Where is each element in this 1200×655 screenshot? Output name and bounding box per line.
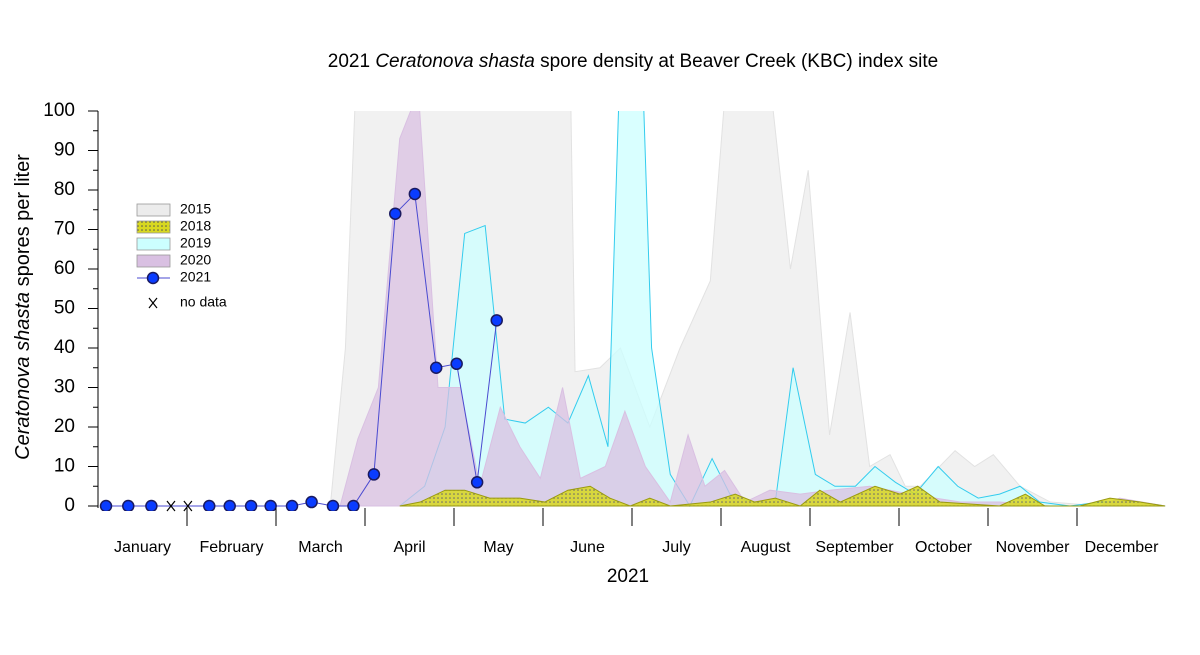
data-point (122, 499, 135, 511)
data-point (326, 499, 340, 511)
legend-label: 2021 (180, 269, 211, 285)
data-point (470, 476, 484, 489)
x-tick-label: November (996, 539, 1070, 556)
no-data-marker (183, 500, 193, 512)
no-data-marker (166, 500, 176, 512)
legend-label: 2015 (180, 201, 211, 217)
data-point (99, 499, 113, 511)
x-tick-label: December (1085, 539, 1159, 556)
legend-swatch (136, 203, 171, 217)
data-point (450, 357, 463, 371)
legend-label: 2018 (180, 218, 211, 234)
y-axis-label: Ceratonova shasta spores per liter (12, 154, 34, 460)
data-point (367, 468, 381, 481)
y-tick-label: 0 (64, 495, 75, 516)
x-tick-label: February (199, 539, 263, 556)
x-stroke (166, 500, 176, 512)
legend-label: 2019 (180, 235, 211, 251)
data-point (490, 314, 503, 327)
x-tick-label: June (570, 539, 605, 556)
data-point (347, 499, 360, 511)
y-tick-label: 40 (54, 337, 75, 358)
data-point (203, 499, 216, 511)
x-tick-label: March (298, 539, 342, 556)
y-tick-label: 10 (54, 456, 75, 477)
legend-label: 2020 (180, 252, 211, 268)
y-tick-label: 60 (54, 258, 75, 279)
x-tick-label: July (662, 539, 690, 556)
area-series (399, 485, 1166, 507)
x-tick-label: October (915, 539, 973, 556)
chart-title: 2021 Ceratonova shasta spore density at … (328, 51, 938, 72)
x-tick-label: September (815, 539, 894, 556)
x-stroke (183, 500, 193, 512)
y-tick-label: 20 (54, 416, 75, 437)
data-point (429, 361, 443, 374)
x-tick-label: May (483, 539, 513, 556)
data-point (408, 187, 422, 201)
data-point (145, 499, 158, 511)
x-tick-label: January (114, 539, 171, 556)
area-series (329, 111, 1166, 507)
y-tick-label: 30 (54, 377, 75, 398)
x-axis-label: 2021 (607, 566, 649, 587)
legend-label: no data (180, 294, 227, 310)
data-point (244, 499, 258, 511)
data-point (305, 495, 318, 509)
legend-swatch (136, 254, 171, 268)
legend-swatch (136, 237, 171, 251)
area-series (339, 111, 1166, 507)
y-tick-label: 90 (54, 140, 75, 161)
data-point (264, 499, 277, 511)
y-tick-label: 70 (54, 219, 75, 240)
data-point (285, 499, 299, 511)
x-tick-label: April (393, 539, 425, 556)
y-tick-label: 100 (43, 100, 75, 121)
y-tick-label: 50 (54, 298, 75, 319)
legend-marker (146, 271, 160, 285)
legend-no-data-marker (148, 297, 158, 309)
data-point (389, 207, 402, 220)
plot-area (99, 111, 1166, 511)
x-tick-label: August (741, 539, 791, 556)
x-stroke (148, 297, 158, 309)
y-tick-label: 80 (54, 179, 75, 200)
data-point (223, 499, 236, 511)
legend-swatch (136, 220, 171, 234)
